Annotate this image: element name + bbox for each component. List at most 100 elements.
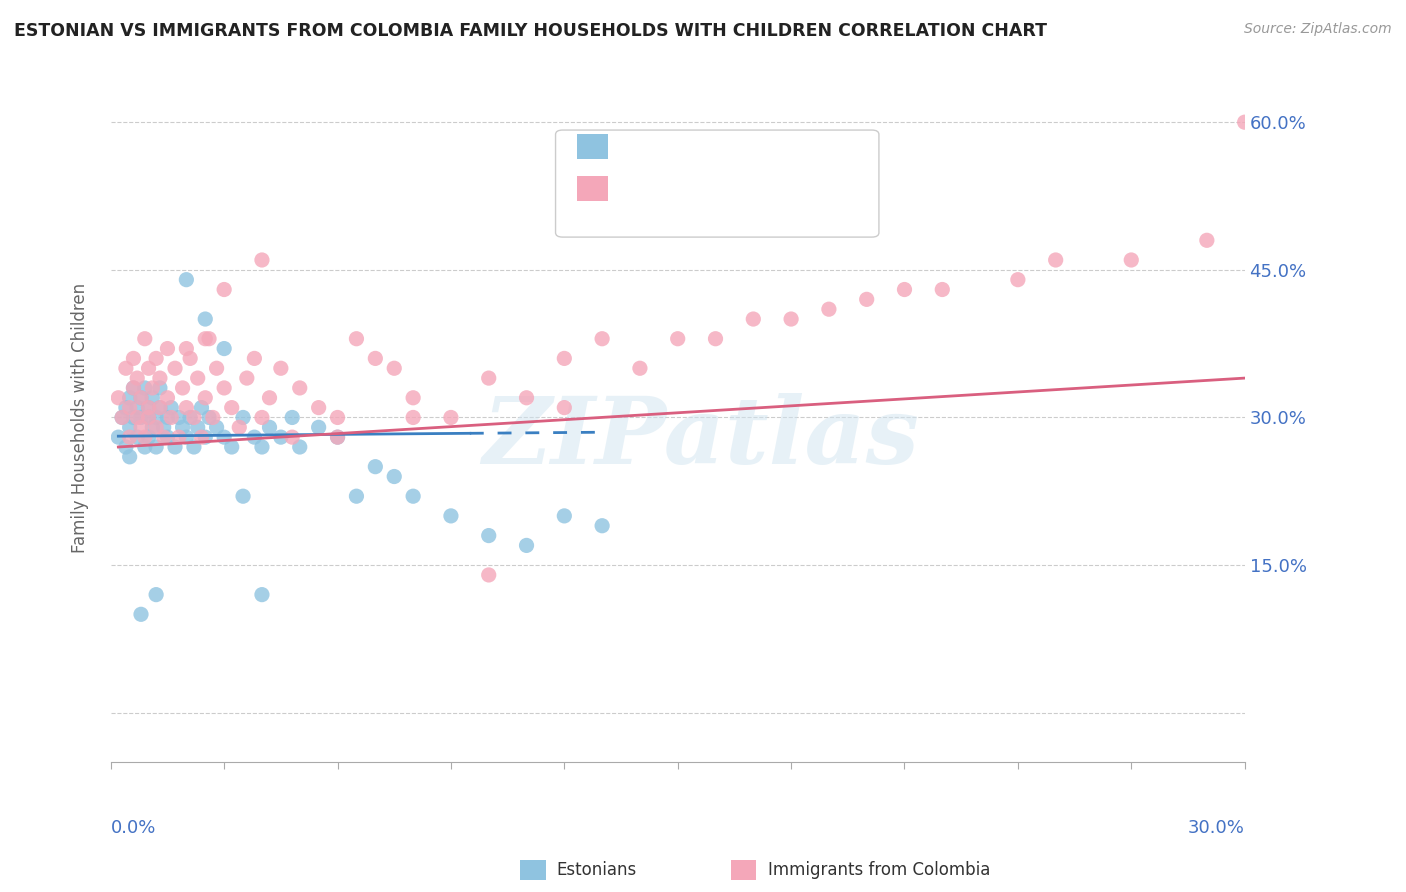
Text: 30.0%: 30.0%	[1188, 819, 1244, 837]
Point	[190, 401, 212, 415]
Point	[149, 401, 172, 415]
Point	[591, 518, 613, 533]
Point	[194, 430, 217, 444]
Point	[145, 410, 167, 425]
Point	[156, 410, 179, 425]
Point	[232, 410, 254, 425]
Text: R = 0.251    N = 81: R = 0.251 N = 81	[621, 179, 813, 198]
Point	[118, 401, 141, 415]
Point	[134, 430, 156, 444]
Point	[115, 440, 138, 454]
Point	[212, 283, 235, 297]
Point	[138, 361, 160, 376]
Point	[129, 410, 152, 425]
Point	[194, 312, 217, 326]
Point	[440, 508, 463, 523]
Point	[176, 342, 198, 356]
Point	[228, 420, 250, 434]
Point	[107, 391, 129, 405]
Point	[111, 410, 134, 425]
Point	[212, 342, 235, 356]
Point	[118, 430, 141, 444]
Point	[250, 410, 273, 425]
Point	[179, 351, 201, 366]
Point	[212, 381, 235, 395]
Point	[122, 381, 145, 395]
Point	[145, 351, 167, 366]
Point	[704, 332, 727, 346]
Point	[179, 410, 201, 425]
Point	[163, 440, 186, 454]
Point	[134, 440, 156, 454]
Point	[364, 351, 387, 366]
Point	[176, 401, 198, 415]
Point	[440, 410, 463, 425]
Point	[1007, 273, 1029, 287]
Point	[628, 361, 651, 376]
Point	[780, 312, 803, 326]
Point	[250, 588, 273, 602]
Point	[138, 401, 160, 415]
Point	[107, 430, 129, 444]
Point	[167, 430, 190, 444]
Point	[515, 391, 537, 405]
Point	[402, 410, 425, 425]
Point	[160, 401, 183, 415]
Point	[382, 469, 405, 483]
Point	[893, 283, 915, 297]
Point	[160, 410, 183, 425]
Point	[141, 420, 163, 434]
Text: ZIPatlas: ZIPatlas	[482, 393, 920, 483]
Point	[152, 420, 174, 434]
Point	[115, 401, 138, 415]
Point	[138, 410, 160, 425]
Point	[382, 361, 405, 376]
Point	[553, 351, 575, 366]
Point	[152, 430, 174, 444]
Point	[122, 381, 145, 395]
Point	[115, 361, 138, 376]
Point	[198, 332, 221, 346]
Point	[281, 410, 304, 425]
Point	[402, 489, 425, 503]
Text: Estonians: Estonians	[557, 861, 637, 879]
Point	[288, 440, 311, 454]
Point	[190, 430, 212, 444]
Point	[1233, 115, 1256, 129]
Point	[243, 430, 266, 444]
Text: R = 0.013    N = 66: R = 0.013 N = 66	[621, 137, 813, 156]
Point	[308, 401, 330, 415]
Point	[194, 332, 217, 346]
Point	[149, 381, 172, 395]
Point	[236, 371, 259, 385]
Point	[232, 489, 254, 503]
Point	[243, 351, 266, 366]
Point	[553, 401, 575, 415]
Point	[270, 430, 292, 444]
Point	[138, 410, 160, 425]
Point	[187, 420, 209, 434]
Point	[127, 371, 149, 385]
Point	[172, 381, 194, 395]
Point	[666, 332, 689, 346]
Point	[553, 508, 575, 523]
Point	[145, 588, 167, 602]
Point	[478, 371, 501, 385]
Point	[364, 459, 387, 474]
Point	[118, 450, 141, 464]
Point	[183, 440, 205, 454]
Point	[250, 252, 273, 267]
Text: ESTONIAN VS IMMIGRANTS FROM COLOMBIA FAMILY HOUSEHOLDS WITH CHILDREN CORRELATION: ESTONIAN VS IMMIGRANTS FROM COLOMBIA FAM…	[14, 22, 1047, 40]
Point	[187, 371, 209, 385]
Point	[221, 401, 243, 415]
Point	[172, 420, 194, 434]
Point	[134, 381, 156, 395]
Point	[1121, 252, 1143, 267]
Point	[346, 332, 368, 346]
Y-axis label: Family Households with Children: Family Households with Children	[72, 283, 89, 552]
Point	[129, 420, 152, 434]
Point	[176, 273, 198, 287]
Point	[1045, 252, 1067, 267]
Point	[326, 430, 349, 444]
Point	[145, 420, 167, 434]
